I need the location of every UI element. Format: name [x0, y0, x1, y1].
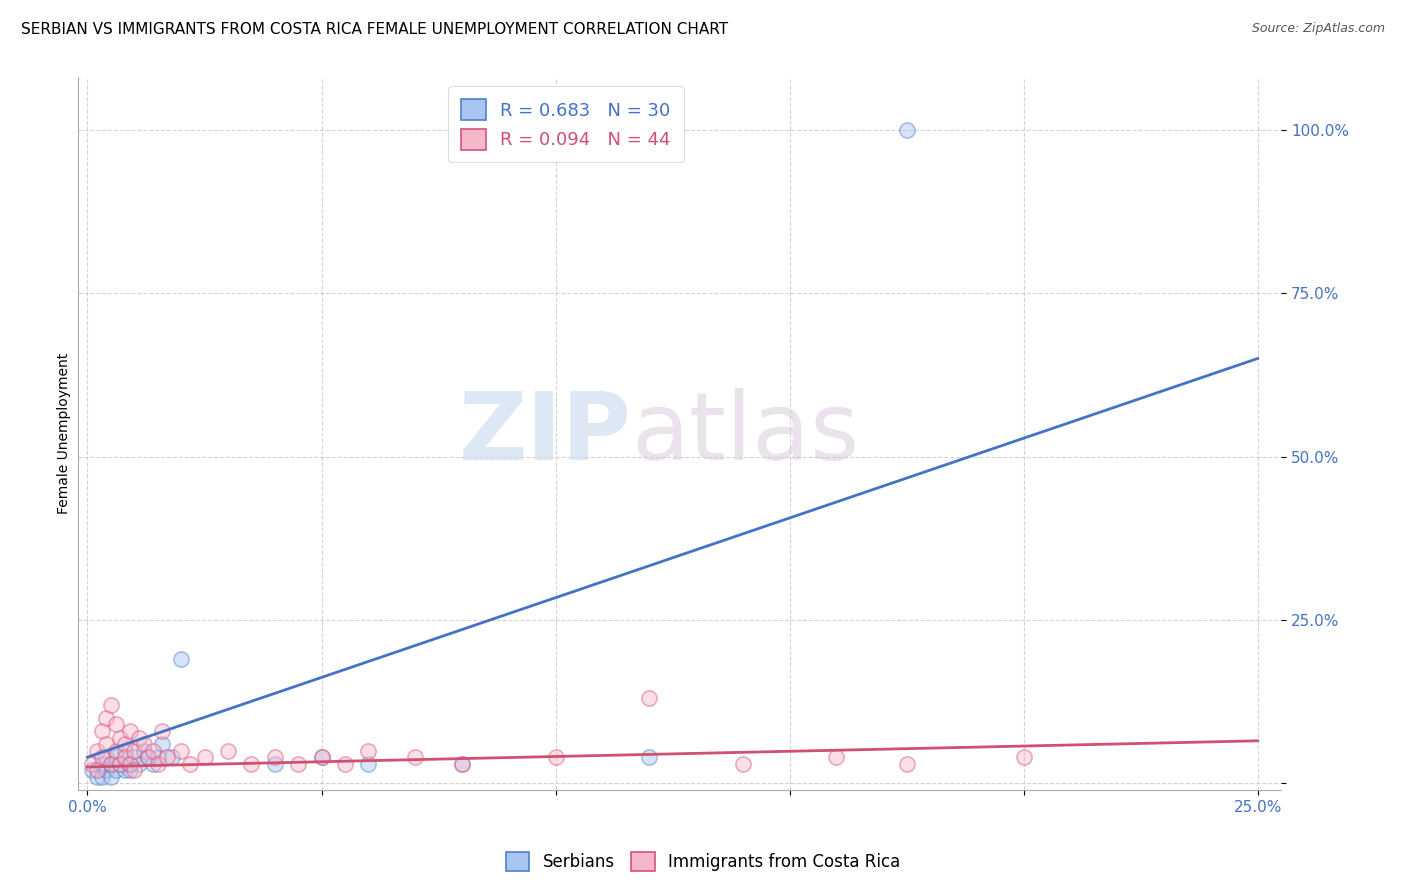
Point — [90, 770, 112, 784]
Point — [896, 756, 918, 771]
Point — [263, 750, 285, 764]
Point — [357, 756, 380, 771]
Point — [124, 744, 146, 758]
Point — [825, 750, 848, 764]
Point — [170, 744, 193, 758]
Point — [128, 731, 150, 745]
Legend: Serbians, Immigrants from Costa Rica: Serbians, Immigrants from Costa Rica — [498, 843, 908, 880]
Point — [100, 756, 122, 771]
Text: Source: ZipAtlas.com: Source: ZipAtlas.com — [1251, 22, 1385, 36]
Point — [150, 724, 173, 739]
Point — [217, 744, 239, 758]
Point — [96, 763, 118, 777]
Point — [118, 724, 141, 739]
Point — [138, 750, 160, 764]
Point — [311, 750, 333, 764]
Point — [142, 744, 165, 758]
Point — [240, 756, 263, 771]
Point — [96, 737, 118, 751]
Point — [82, 763, 104, 777]
Point — [100, 698, 122, 712]
Point — [146, 750, 169, 764]
Point — [96, 750, 118, 764]
Point — [118, 756, 141, 771]
Point — [170, 652, 193, 666]
Point — [311, 750, 333, 764]
Point — [731, 756, 754, 771]
Point — [114, 737, 136, 751]
Point — [160, 750, 183, 764]
Point — [404, 750, 426, 764]
Point — [179, 756, 201, 771]
Point — [146, 756, 169, 771]
Point — [150, 737, 173, 751]
Point — [287, 756, 309, 771]
Point — [96, 711, 118, 725]
Y-axis label: Female Unemployment: Female Unemployment — [58, 353, 72, 515]
Point — [142, 756, 165, 771]
Point — [451, 756, 474, 771]
Point — [1012, 750, 1035, 764]
Point — [263, 756, 285, 771]
Point — [638, 691, 661, 706]
Point — [333, 756, 356, 771]
Text: atlas: atlas — [631, 388, 859, 480]
Point — [451, 756, 474, 771]
Point — [114, 763, 136, 777]
Point — [132, 744, 155, 758]
Text: SERBIAN VS IMMIGRANTS FROM COSTA RICA FEMALE UNEMPLOYMENT CORRELATION CHART: SERBIAN VS IMMIGRANTS FROM COSTA RICA FE… — [21, 22, 728, 37]
Point — [90, 756, 112, 771]
Point — [544, 750, 567, 764]
Point — [357, 744, 380, 758]
Point — [104, 763, 127, 777]
Point — [110, 756, 132, 771]
Point — [104, 744, 127, 758]
Point — [124, 763, 146, 777]
Point — [82, 756, 104, 771]
Point — [114, 750, 136, 764]
Point — [114, 744, 136, 758]
Point — [124, 750, 146, 764]
Point — [156, 750, 179, 764]
Point — [110, 731, 132, 745]
Point — [100, 770, 122, 784]
Text: ZIP: ZIP — [458, 388, 631, 480]
Point — [118, 756, 141, 771]
Point — [193, 750, 215, 764]
Legend: R = 0.683   N = 30, R = 0.094   N = 44: R = 0.683 N = 30, R = 0.094 N = 44 — [449, 87, 683, 162]
Point — [132, 737, 155, 751]
Point — [118, 763, 141, 777]
Point — [638, 750, 661, 764]
Point — [90, 724, 112, 739]
Point — [90, 750, 112, 764]
Point — [86, 763, 108, 777]
Point — [86, 744, 108, 758]
Point — [104, 750, 127, 764]
Point — [86, 770, 108, 784]
Point — [896, 122, 918, 136]
Point — [128, 756, 150, 771]
Point — [138, 750, 160, 764]
Point — [110, 756, 132, 771]
Point — [104, 717, 127, 731]
Point — [100, 756, 122, 771]
